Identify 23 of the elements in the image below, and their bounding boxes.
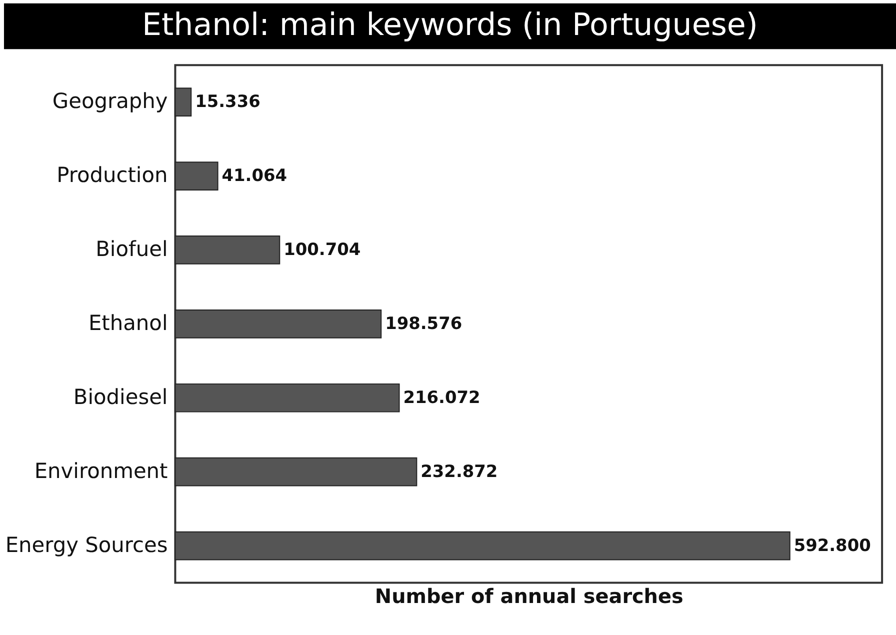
y-tick-label: Energy Sources — [5, 532, 168, 557]
bar — [174, 162, 218, 190]
data-label: 592.800 — [794, 534, 871, 555]
y-tick-label: Ethanol — [88, 310, 168, 335]
chart-title: Ethanol: main keywords (in Portuguese) — [142, 7, 758, 44]
bar — [174, 457, 418, 486]
x-axis-title: Number of annual searches — [374, 585, 684, 608]
bar — [174, 309, 382, 338]
y-tick-label: Biofuel — [96, 236, 168, 261]
data-label: 15.336 — [195, 91, 260, 112]
data-label: 41.064 — [222, 164, 288, 185]
y-tick-label: Geography — [52, 89, 168, 114]
data-label: 216.072 — [403, 386, 480, 407]
data-label: 100.704 — [284, 238, 361, 259]
data-label: 232.872 — [420, 460, 498, 481]
bar — [174, 383, 400, 412]
data-label: 198.576 — [385, 312, 462, 333]
bar — [174, 236, 280, 264]
bar — [174, 88, 192, 116]
y-tick-label: Environment — [34, 458, 168, 483]
bar — [174, 531, 790, 560]
y-tick-label: Biodiesel — [73, 384, 168, 409]
y-tick-label: Production — [56, 162, 168, 187]
